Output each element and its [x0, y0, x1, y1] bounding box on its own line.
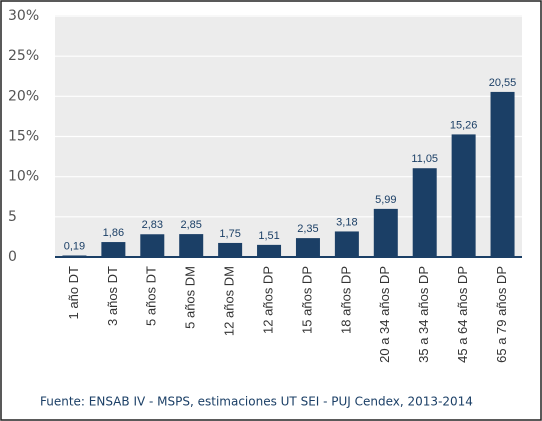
bar — [140, 234, 165, 257]
x-tick-label: 65 a 79 años DP — [494, 266, 509, 363]
bar — [295, 238, 320, 257]
x-tick-label: 5 años DT — [144, 266, 159, 326]
value-label: 0,19 — [64, 240, 85, 252]
bar — [412, 168, 437, 257]
y-tick-label: 30% — [8, 8, 39, 24]
x-tick-label: 18 años DP — [338, 266, 353, 334]
value-label: 2,85 — [180, 219, 201, 231]
value-label: 2,35 — [297, 223, 318, 235]
x-tick-label: 12 años DP — [260, 266, 275, 334]
value-label: 20,55 — [489, 77, 517, 89]
x-tick-label: 1 año DT — [66, 266, 81, 320]
x-tick-label: 3 años DT — [105, 266, 120, 326]
y-tick-label: 20% — [8, 88, 39, 104]
value-label: 2,83 — [142, 219, 163, 231]
y-tick-label: 25% — [8, 48, 39, 64]
value-label: 1,51 — [258, 230, 279, 242]
bar — [62, 255, 87, 257]
y-tick-label: 5 — [8, 209, 17, 225]
value-label: 5,99 — [375, 194, 396, 206]
source: Fuente: ENSAB IV - MSPS, estimaciones UT… — [40, 395, 473, 409]
bar — [490, 91, 515, 257]
value-label: 15,26 — [450, 119, 478, 131]
bar — [179, 234, 204, 257]
value-label: 3,18 — [336, 216, 357, 228]
bar — [257, 244, 282, 257]
x-tick-label: 20 a 34 años DP — [377, 266, 392, 363]
y-tick-label: 0 — [8, 249, 17, 265]
bar — [218, 242, 243, 257]
x-tick-label: 15 años DP — [299, 266, 314, 334]
value-label: 1,86 — [103, 227, 124, 239]
x-tick-label: 45 a 64 años DP — [455, 266, 470, 363]
x-tick-label: 5 años DM — [183, 266, 198, 329]
value-label: 1,75 — [219, 228, 240, 240]
x-tick-label: 35 a 34 años DP — [416, 266, 431, 363]
bar — [451, 134, 476, 257]
bar — [101, 242, 126, 257]
y-tick-label: 10% — [8, 169, 39, 185]
x-tick-label: 12 años DM — [222, 266, 237, 336]
bar — [334, 231, 359, 257]
y-tick-label: 15% — [8, 129, 39, 145]
bar — [373, 208, 398, 257]
value-label: 11,05 — [411, 153, 438, 165]
